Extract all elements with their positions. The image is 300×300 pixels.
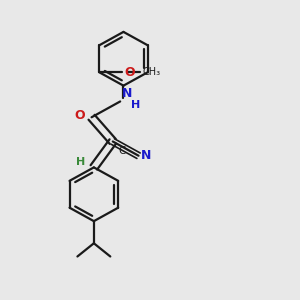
Text: H: H [76,157,85,167]
Text: O: O [75,109,85,122]
Text: H: H [131,100,140,110]
Text: O: O [124,66,135,79]
Text: C: C [118,146,126,156]
Text: N: N [141,149,151,162]
Text: CH₃: CH₃ [142,67,160,77]
Text: N: N [122,87,132,100]
